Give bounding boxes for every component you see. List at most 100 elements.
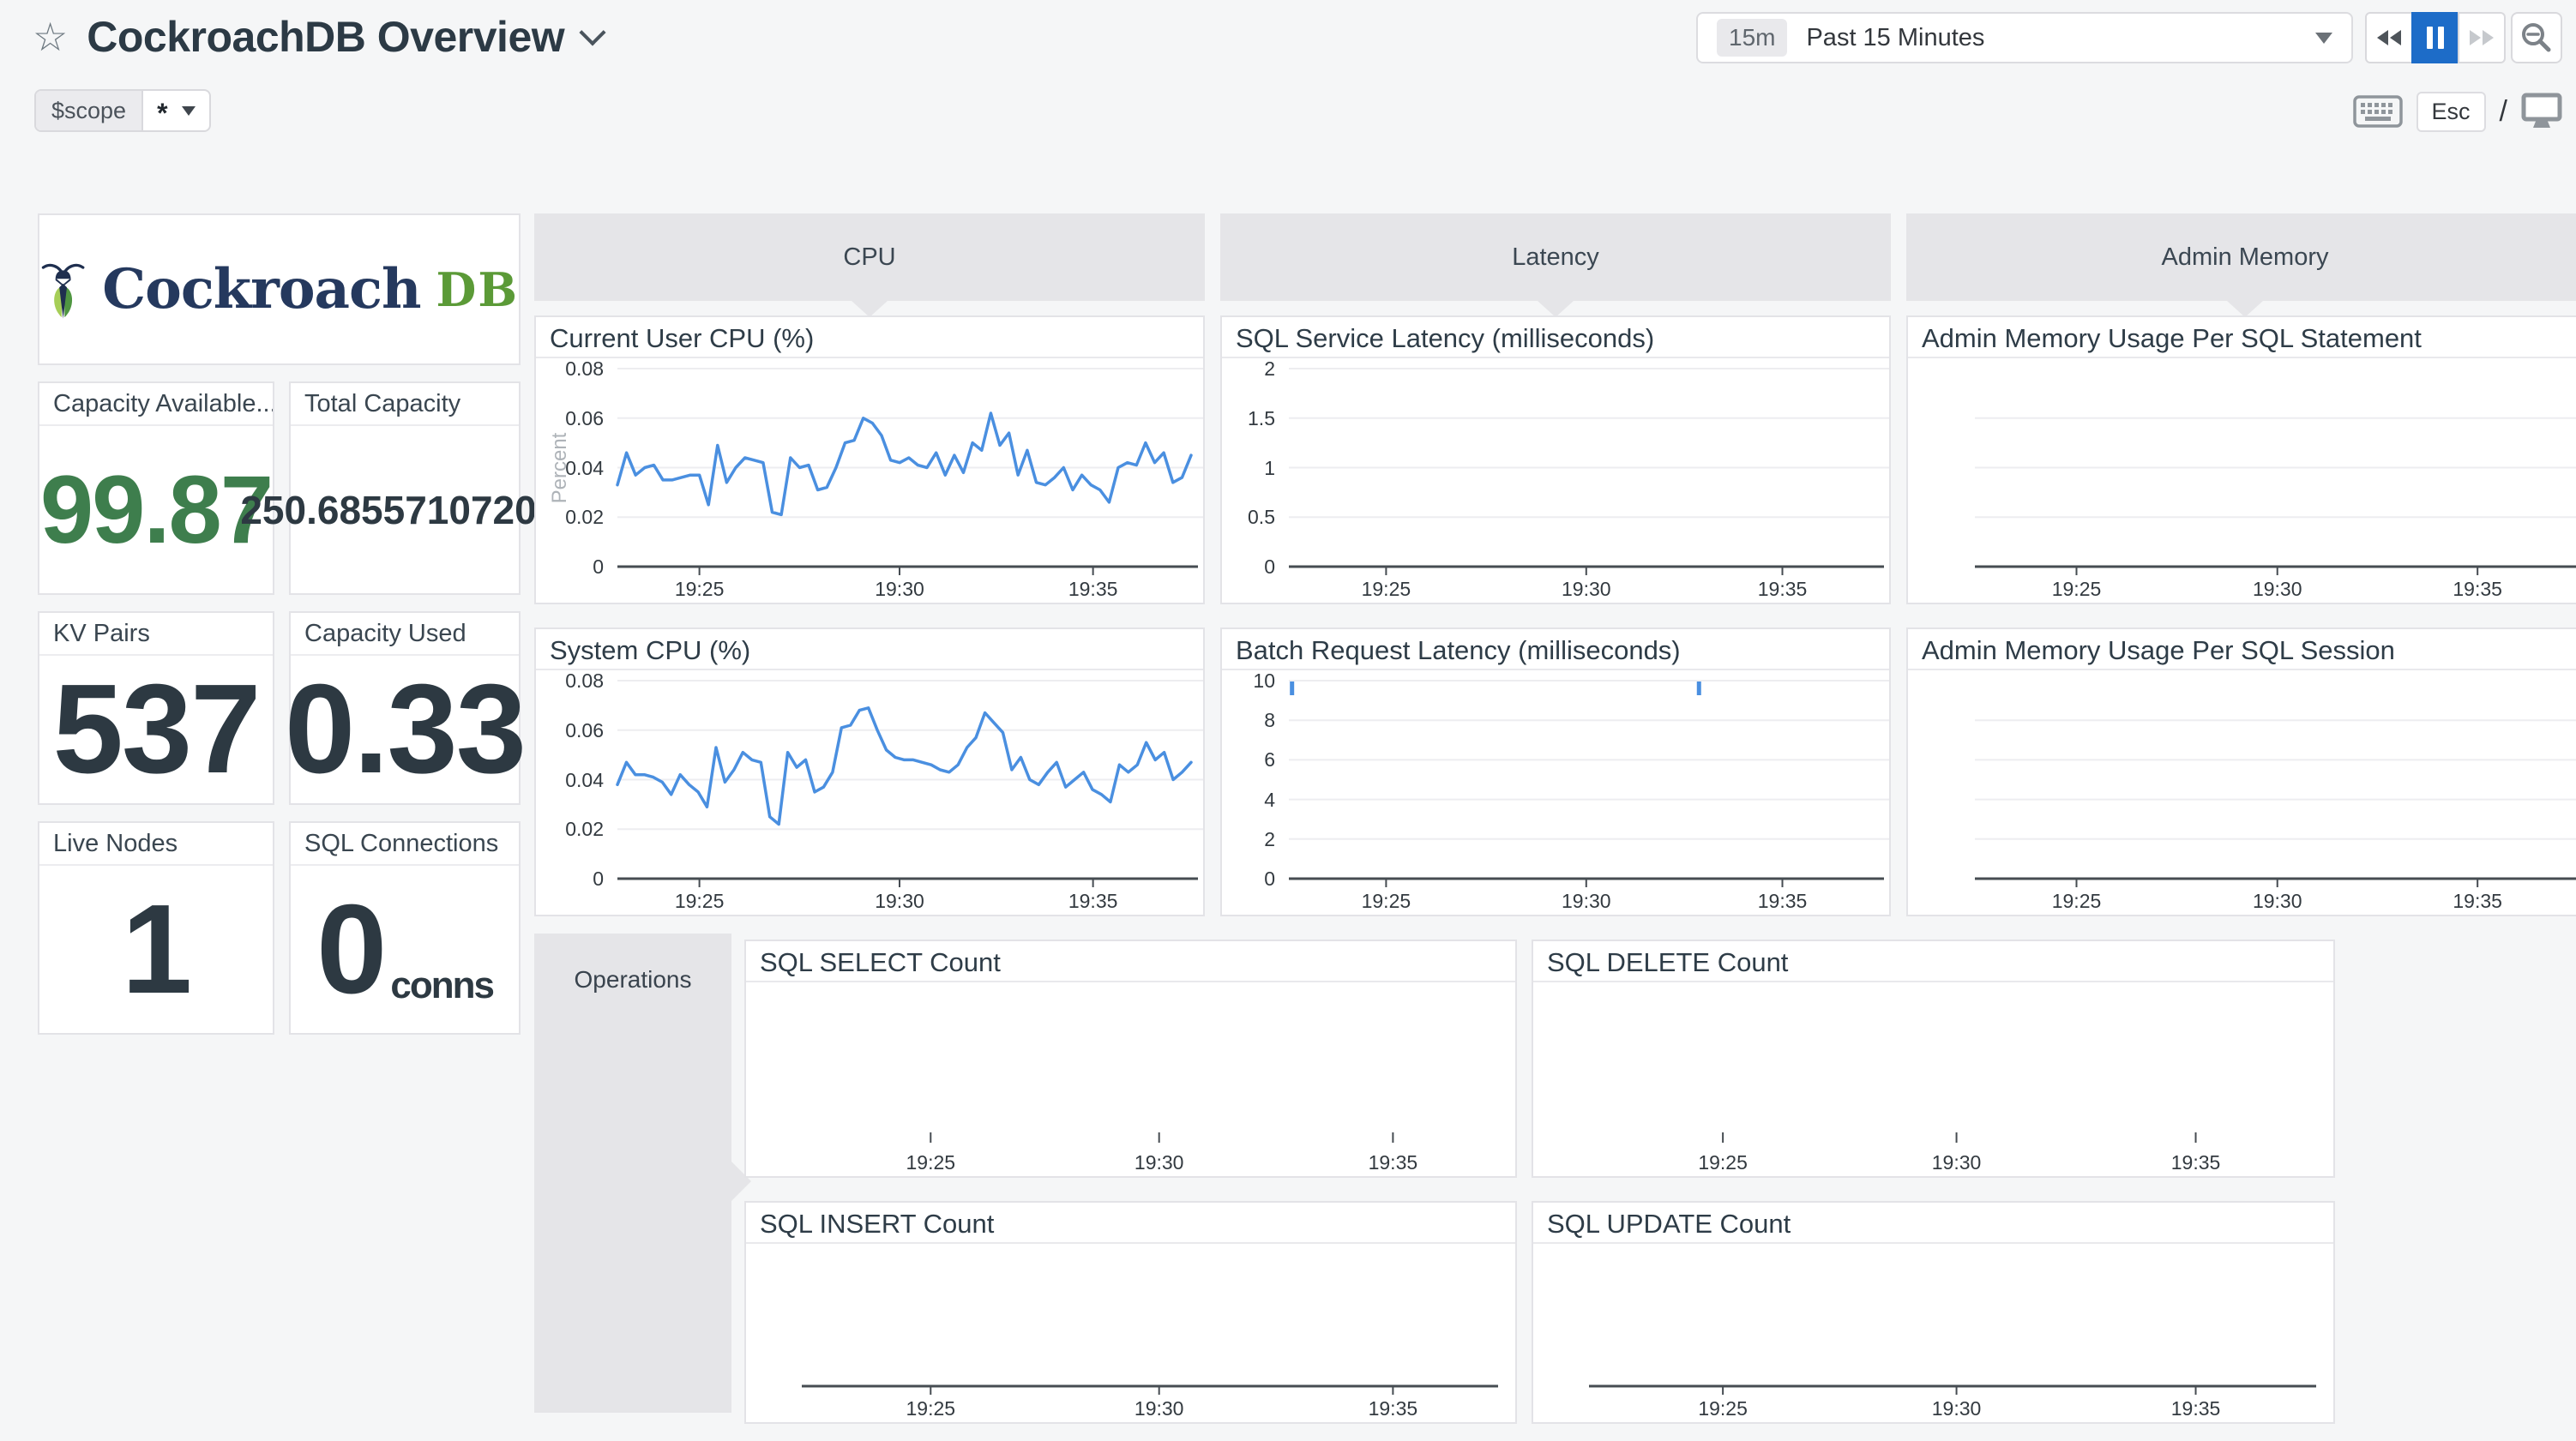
x-axis-tick-label: 19:30 bbox=[2252, 890, 2302, 912]
y-axis-tick-label: 0.08 bbox=[565, 669, 604, 692]
x-axis-tick-label: 19:35 bbox=[2453, 578, 2502, 600]
chart-sql-service-latency[interactable]: SQL Service Latency (milliseconds) 2 1.5 1… bbox=[1220, 315, 1891, 604]
x-axis-tick-label: 19:30 bbox=[1562, 578, 1611, 600]
chart-current-user-cpu[interactable]: Current User CPU (%) 0.08 0.06 0.04 0.02 0 19… bbox=[534, 315, 1205, 604]
time-range-picker[interactable]: 15m Past 15 Minutes bbox=[1696, 12, 2353, 63]
favorite-star-icon[interactable]: ☆ bbox=[33, 15, 69, 59]
rewind-button[interactable] bbox=[2365, 12, 2413, 63]
chart-title: System CPU (%) bbox=[536, 629, 1203, 670]
chart-sql-delete-count[interactable]: SQL DELETE Count 19:25 19:30 19:35 bbox=[1532, 940, 2335, 1178]
esc-key-hint: Esc bbox=[2416, 91, 2486, 132]
slash-hint: / bbox=[2499, 94, 2507, 128]
group-header-operations[interactable]: Operations bbox=[534, 934, 751, 1413]
stat-unit: conns bbox=[390, 964, 495, 1006]
chart-title: SQL SELECT Count bbox=[746, 941, 1515, 982]
y-axis-tick-label: 0 bbox=[593, 555, 604, 578]
y-axis-tick-label: 0 bbox=[593, 868, 604, 890]
x-axis-tick-label: 19:35 bbox=[1368, 1151, 1418, 1174]
chart-title: Batch Request Latency (milliseconds) bbox=[1222, 629, 1889, 670]
zoom-out-button[interactable] bbox=[2511, 12, 2562, 63]
y-axis-title: Percent bbox=[548, 432, 571, 503]
fast-forward-icon bbox=[2470, 30, 2481, 45]
x-axis-tick-label: 19:30 bbox=[875, 578, 924, 600]
cockroachdb-logo-widget: Cockroach DB bbox=[38, 213, 521, 365]
stat-value: 1 bbox=[121, 878, 192, 1020]
x-axis-tick-label: 19:25 bbox=[674, 578, 725, 600]
chart-title: SQL UPDATE Count bbox=[1533, 1203, 2333, 1244]
y-axis-tick-label: 0.02 bbox=[565, 506, 604, 529]
y-axis-tick-label: 8 bbox=[1264, 709, 1275, 732]
stat-total-capacity[interactable]: Total Capacity 250.6855710720 GB bbox=[240, 381, 569, 595]
y-axis-tick-label: 2 bbox=[1264, 357, 1275, 380]
chart-sql-insert-count[interactable]: SQL INSERT Count 19:25 19:30 19:35 bbox=[744, 1201, 1517, 1424]
chart-sql-update-count[interactable]: SQL UPDATE Count 19:25 19:30 19:35 bbox=[1532, 1201, 2335, 1424]
x-axis-tick-label: 19:30 bbox=[1931, 1397, 1982, 1420]
chart-plot-area: 10 8 6 4 2 0 19:25 19:30 19:35 bbox=[1222, 669, 1889, 915]
stat-label: KV Pairs bbox=[39, 613, 273, 656]
keyboard-shortcuts: Esc / bbox=[2352, 89, 2562, 134]
time-range-label: Past 15 Minutes bbox=[1806, 23, 1985, 51]
chart-admin-memory-per-statement[interactable]: Admin Memory Usage Per SQL Statement 19:… bbox=[1906, 315, 2576, 604]
fast-forward-button[interactable] bbox=[2458, 12, 2506, 63]
stat-value: 250.6855710720 bbox=[240, 487, 537, 532]
stat-sql-connections[interactable]: SQL Connections 0 conns bbox=[289, 821, 521, 1035]
x-axis-tick-label: 19:25 bbox=[2051, 890, 2102, 912]
y-axis-tick-label: 0 bbox=[1264, 555, 1275, 578]
x-axis-tick-label: 19:35 bbox=[1368, 1397, 1418, 1420]
template-variable-scope[interactable]: $scope * bbox=[34, 89, 211, 132]
stat-label: Live Nodes bbox=[39, 823, 273, 866]
fullscreen-monitor-icon[interactable] bbox=[2521, 93, 2562, 130]
title-chevron-down-icon[interactable] bbox=[579, 19, 606, 46]
time-range-caret-icon bbox=[2315, 32, 2332, 44]
stat-label: Capacity Used bbox=[291, 613, 519, 656]
x-axis-tick-label: 19:35 bbox=[1757, 890, 1808, 912]
pause-icon bbox=[2427, 27, 2433, 49]
cockroach-bug-icon bbox=[41, 263, 85, 319]
stat-live-nodes[interactable]: Live Nodes 1 bbox=[38, 821, 274, 1035]
stat-value: 0.33 bbox=[284, 658, 527, 800]
chart-plot-area: 19:25 19:30 19:35 bbox=[1533, 982, 2333, 1176]
y-axis-tick-label: 0.5 bbox=[1248, 506, 1275, 529]
scope-caret-icon bbox=[181, 105, 196, 116]
time-range-badge: 15m bbox=[1717, 19, 1788, 57]
stat-value: 99.87 bbox=[39, 456, 274, 563]
stat-capacity-available[interactable]: Capacity Available... 99.87 bbox=[38, 381, 274, 595]
stat-kv-pairs[interactable]: KV Pairs 537 bbox=[38, 611, 274, 805]
chart-system-cpu[interactable]: System CPU (%) 0.08 0.06 0.04 0.02 0 19:25 19:… bbox=[534, 627, 1205, 916]
x-axis-tick-label: 19:35 bbox=[2170, 1151, 2221, 1174]
y-axis-tick-label: 4 bbox=[1264, 788, 1275, 811]
chart-title: Current User CPU (%) bbox=[536, 317, 1203, 358]
group-header-latency[interactable]: Latency bbox=[1220, 213, 1891, 317]
chart-title: SQL INSERT Count bbox=[746, 1203, 1515, 1244]
y-axis-tick-label: 0 bbox=[1264, 868, 1275, 890]
chart-sql-select-count[interactable]: SQL SELECT Count 19:25 19:30 19:35 bbox=[744, 940, 1517, 1178]
playback-controls bbox=[2365, 12, 2506, 63]
chart-plot-area: 19:25 19:30 19:35 bbox=[746, 1244, 1515, 1422]
chart-batch-request-latency[interactable]: Batch Request Latency (milliseconds) 10 8… bbox=[1220, 627, 1891, 916]
x-axis-tick-label: 19:35 bbox=[2170, 1397, 2221, 1420]
chart-admin-memory-per-session[interactable]: Admin Memory Usage Per SQL Session 19:25… bbox=[1906, 627, 2576, 916]
x-axis-tick-label: 19:25 bbox=[2051, 578, 2102, 600]
y-axis-tick-label: 0.04 bbox=[565, 768, 604, 791]
chart-plot-area: 2 1.5 1 0.5 0 19:25 19:30 19:35 bbox=[1222, 357, 1889, 603]
x-axis-tick-label: 19:35 bbox=[1757, 578, 1808, 600]
magnifier-minus-icon bbox=[2522, 23, 2551, 52]
chart-title: SQL DELETE Count bbox=[1533, 941, 2333, 982]
group-header-admin-memory[interactable]: Admin Memory bbox=[1906, 213, 2576, 317]
y-axis-tick-label: 10 bbox=[1253, 669, 1275, 692]
stat-label: Capacity Available... bbox=[39, 383, 273, 426]
pause-button[interactable] bbox=[2411, 12, 2459, 63]
y-axis-tick-label: 1 bbox=[1264, 456, 1275, 479]
x-axis-tick-label: 19:35 bbox=[1068, 578, 1118, 600]
y-axis-tick-label: 1.5 bbox=[1248, 406, 1275, 429]
dashboard-header: ☆ CockroachDB Overview bbox=[33, 9, 606, 65]
chart-plot-area: 0.08 0.06 0.04 0.02 0 19:25 19:30 19:35 Percent bbox=[536, 357, 1203, 603]
group-header-cpu[interactable]: CPU bbox=[534, 213, 1205, 317]
x-axis-tick-label: 19:25 bbox=[1361, 578, 1411, 600]
logo-text-db: DB bbox=[436, 261, 519, 317]
rewind-icon bbox=[2377, 30, 2388, 45]
x-axis-tick-label: 19:25 bbox=[1698, 1151, 1748, 1174]
stat-value: 0 bbox=[316, 878, 387, 1020]
stat-capacity-used[interactable]: Capacity Used 0.33 bbox=[284, 611, 527, 805]
group-label: Latency bbox=[1512, 243, 1599, 271]
